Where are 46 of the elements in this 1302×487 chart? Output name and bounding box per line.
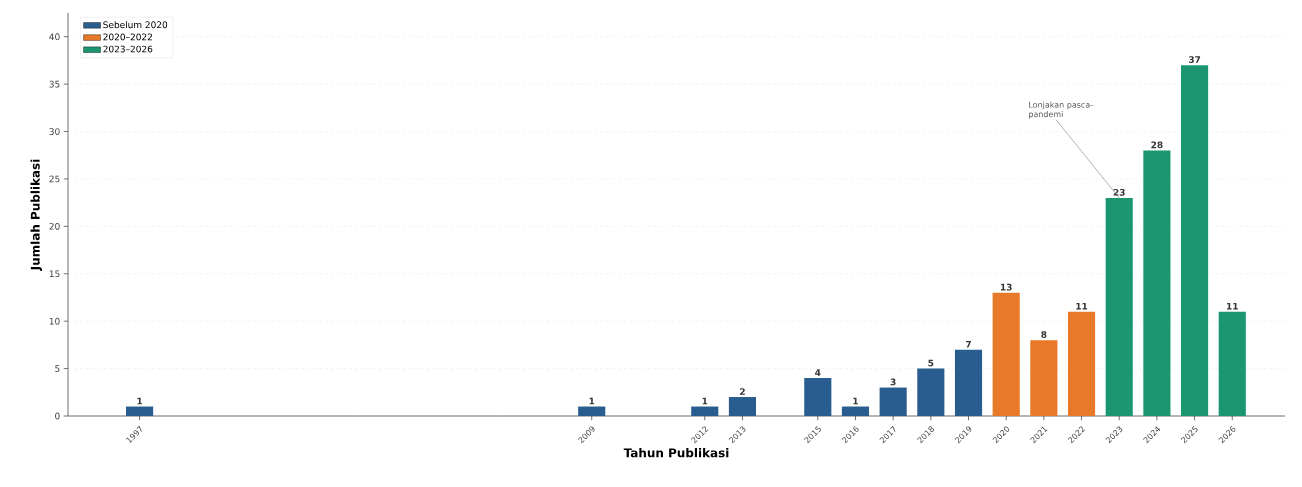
bar [1105,197,1133,416]
bar [917,368,945,416]
data-label: 7 [965,340,971,348]
y-tick-label: 30 [49,128,60,135]
legend-label: 2023–2026 [103,45,153,53]
data-label: 1 [702,397,708,405]
y-tick-label: 35 [49,80,60,88]
y-tick-label: 0 [55,412,60,420]
data-label: 2 [740,388,745,395]
bar [992,292,1020,416]
bar [691,406,719,416]
bar [841,406,870,416]
data-label: 1 [137,397,143,405]
bar [578,406,606,416]
legend-label: 2020–2022 [103,33,152,41]
data-label: 1 [589,397,595,405]
y-tick-label: 25 [49,175,60,183]
y-tick-label: 15 [49,270,60,278]
data-label: 13 [1000,283,1012,291]
data-label: 3 [890,378,896,386]
data-label: 28 [1151,141,1163,149]
bar [1030,340,1058,416]
y-tick-label: 10 [49,317,60,325]
data-label: 1 [853,397,858,405]
bar [879,387,907,416]
data-label: 4 [815,369,821,376]
bar [1181,65,1209,416]
data-label: 11 [1076,302,1088,310]
y-axis-title: Jumlah Publikasi [30,159,42,271]
bar [728,397,756,416]
legend-label: Sebelum 2020 [103,21,168,29]
data-label: 11 [1227,302,1238,310]
x-axis-title: Tahun Publikasi [623,448,729,458]
y-tick-label: 40 [49,33,60,41]
bar [1218,311,1246,416]
data-label: 37 [1188,56,1201,63]
y-tick-label: 5 [55,365,60,372]
bar [1067,311,1096,416]
bar [1143,150,1171,416]
data-label: 23 [1113,188,1125,196]
y-tick-label: 20 [49,222,60,230]
data-label: 5 [928,359,934,367]
bar [126,406,154,416]
data-label: 8 [1041,331,1047,338]
bar [954,349,983,416]
bar [804,378,832,416]
